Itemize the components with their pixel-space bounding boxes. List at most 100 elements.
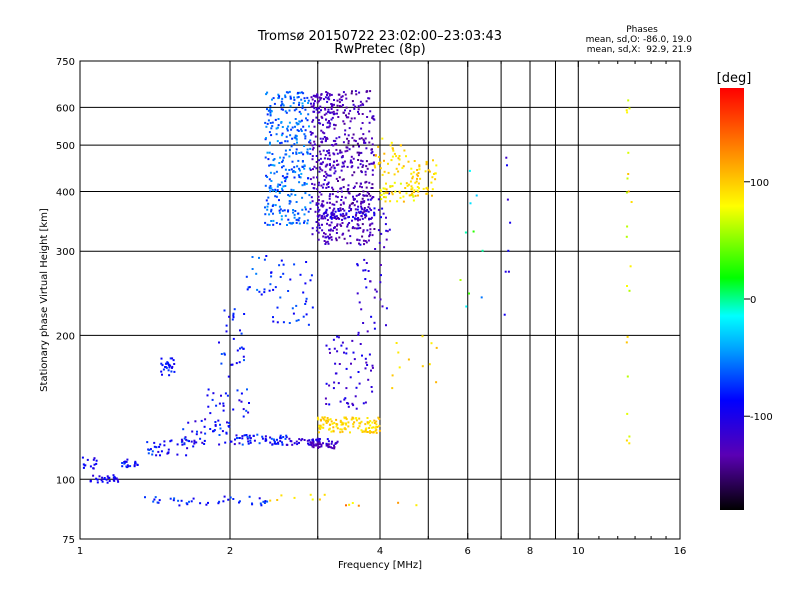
data-point bbox=[304, 135, 307, 138]
data-point bbox=[384, 200, 387, 203]
phases-title: Phases bbox=[626, 25, 658, 35]
data-point bbox=[370, 197, 373, 200]
data-point bbox=[364, 170, 367, 173]
data-point bbox=[330, 430, 333, 433]
data-point bbox=[172, 359, 175, 362]
data-point bbox=[385, 216, 387, 219]
data-point bbox=[292, 312, 295, 315]
data-point bbox=[86, 458, 89, 461]
data-point bbox=[625, 109, 628, 112]
data-point bbox=[192, 497, 195, 500]
data-point bbox=[626, 111, 629, 114]
data-point bbox=[369, 110, 372, 113]
data-point bbox=[309, 493, 312, 496]
data-point bbox=[365, 165, 368, 168]
data-point bbox=[169, 357, 172, 360]
data-point bbox=[330, 420, 333, 423]
data-point bbox=[342, 212, 345, 215]
data-point bbox=[373, 211, 376, 214]
data-point bbox=[329, 158, 331, 161]
data-point bbox=[306, 151, 309, 154]
data-point bbox=[426, 186, 429, 189]
data-point bbox=[320, 217, 323, 220]
data-point bbox=[296, 141, 298, 144]
data-point bbox=[238, 501, 240, 504]
data-point bbox=[353, 204, 356, 207]
data-point bbox=[627, 173, 630, 175]
x-tick-label: 4 bbox=[377, 546, 383, 557]
data-point bbox=[354, 198, 356, 201]
data-point bbox=[371, 366, 374, 369]
data-point bbox=[317, 215, 320, 218]
data-point bbox=[98, 475, 101, 478]
data-point bbox=[330, 108, 333, 110]
data-point bbox=[338, 176, 341, 179]
data-point bbox=[293, 442, 296, 445]
data-point bbox=[342, 186, 345, 189]
data-point bbox=[276, 321, 279, 324]
data-point bbox=[358, 301, 361, 304]
y-tick-label: 750 bbox=[56, 57, 75, 68]
data-point bbox=[229, 440, 232, 443]
data-point bbox=[296, 443, 299, 446]
data-point bbox=[249, 439, 252, 442]
data-point bbox=[340, 99, 343, 102]
data-point bbox=[384, 223, 387, 226]
data-point bbox=[370, 209, 373, 212]
data-point bbox=[307, 323, 310, 326]
data-point bbox=[295, 304, 298, 307]
data-point bbox=[343, 416, 346, 419]
colorbar-tick-label: -100 bbox=[750, 412, 773, 423]
data-point bbox=[360, 215, 363, 218]
data-point bbox=[351, 219, 353, 222]
data-point bbox=[311, 144, 314, 147]
data-point bbox=[282, 108, 284, 111]
data-point bbox=[309, 130, 312, 133]
data-point bbox=[395, 155, 398, 158]
data-point bbox=[397, 501, 400, 504]
data-point bbox=[506, 198, 509, 201]
data-point bbox=[364, 240, 367, 242]
data-point bbox=[224, 441, 227, 444]
data-point bbox=[264, 435, 267, 438]
data-point bbox=[301, 160, 304, 162]
data-point bbox=[378, 424, 381, 427]
colorbar-gradient bbox=[720, 88, 744, 510]
data-point bbox=[320, 109, 322, 112]
data-point bbox=[349, 242, 352, 245]
data-point bbox=[415, 504, 418, 507]
data-point bbox=[238, 361, 241, 364]
data-point bbox=[366, 116, 369, 118]
data-point bbox=[352, 425, 355, 428]
data-point bbox=[380, 232, 383, 235]
data-point bbox=[362, 194, 365, 197]
data-point bbox=[355, 417, 358, 419]
data-point bbox=[281, 132, 284, 135]
data-point bbox=[345, 97, 348, 100]
data-point bbox=[345, 418, 348, 421]
data-point bbox=[311, 441, 314, 444]
data-point bbox=[291, 126, 294, 129]
data-point bbox=[342, 178, 345, 181]
data-point bbox=[225, 330, 228, 333]
data-point bbox=[403, 149, 406, 152]
data-point bbox=[268, 164, 271, 167]
data-point bbox=[326, 240, 329, 243]
data-point bbox=[367, 378, 370, 381]
data-point bbox=[356, 223, 359, 226]
data-point bbox=[323, 157, 326, 160]
data-point bbox=[312, 119, 315, 122]
data-point bbox=[356, 263, 359, 266]
data-point bbox=[270, 127, 273, 130]
data-point bbox=[374, 154, 377, 157]
data-point bbox=[326, 163, 329, 166]
data-point bbox=[93, 457, 96, 460]
data-point bbox=[266, 223, 269, 226]
data-point bbox=[349, 235, 352, 238]
data-point bbox=[280, 494, 283, 497]
data-point bbox=[340, 224, 343, 227]
data-point bbox=[288, 121, 291, 124]
data-point bbox=[357, 504, 360, 507]
data-point bbox=[345, 367, 348, 370]
